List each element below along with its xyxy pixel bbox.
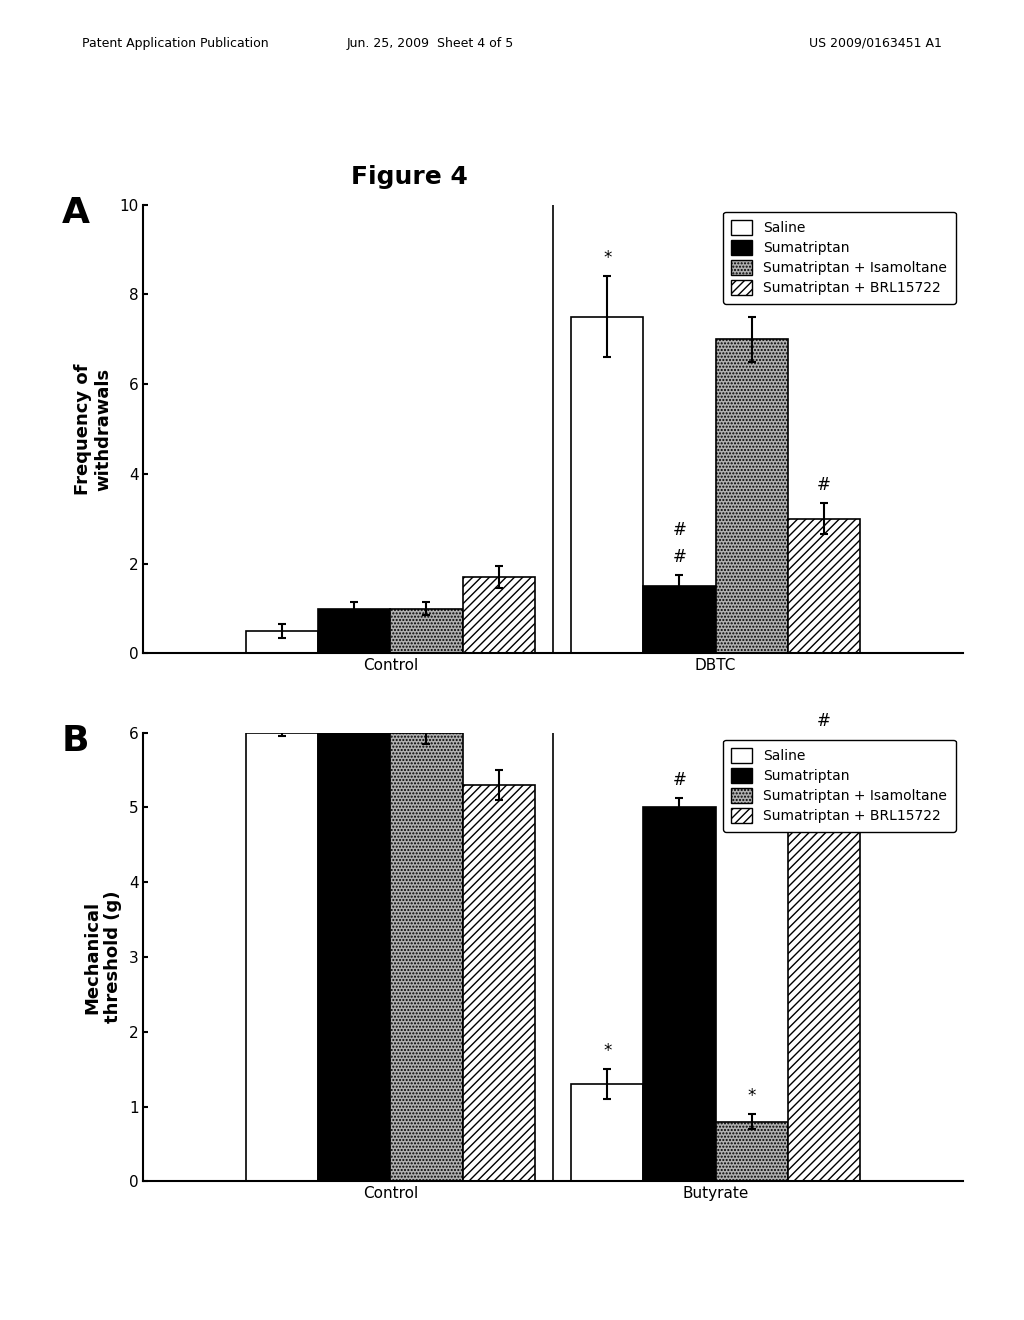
Bar xyxy=(571,1084,643,1181)
Bar xyxy=(246,733,318,1181)
Bar xyxy=(318,733,390,1181)
Text: #: # xyxy=(817,477,830,494)
Text: B: B xyxy=(61,723,89,758)
Text: #: # xyxy=(673,548,686,566)
Bar xyxy=(716,1122,787,1181)
Bar xyxy=(390,733,463,1181)
Text: #: # xyxy=(817,713,830,730)
Bar xyxy=(716,339,787,653)
Text: *: * xyxy=(748,290,756,308)
Bar xyxy=(571,317,643,653)
Bar xyxy=(463,785,535,1181)
Bar xyxy=(787,785,860,1181)
Text: #: # xyxy=(673,521,686,539)
Text: Figure 4: Figure 4 xyxy=(351,165,468,189)
Text: *: * xyxy=(603,1043,611,1060)
Y-axis label: Frequency of
withdrawals: Frequency of withdrawals xyxy=(74,363,113,495)
Bar xyxy=(787,519,860,653)
Legend: Saline, Sumatriptan, Sumatriptan + Isamoltane, Sumatriptan + BRL15722: Saline, Sumatriptan, Sumatriptan + Isamo… xyxy=(723,211,955,304)
Text: Jun. 25, 2009  Sheet 4 of 5: Jun. 25, 2009 Sheet 4 of 5 xyxy=(346,37,514,50)
Text: #: # xyxy=(817,739,830,758)
Bar xyxy=(643,808,716,1181)
Text: A: A xyxy=(61,195,89,230)
Text: *: * xyxy=(603,249,611,268)
Text: US 2009/0163451 A1: US 2009/0163451 A1 xyxy=(809,37,942,50)
Legend: Saline, Sumatriptan, Sumatriptan + Isamoltane, Sumatriptan + BRL15722: Saline, Sumatriptan, Sumatriptan + Isamo… xyxy=(723,739,955,832)
Bar xyxy=(246,631,318,653)
Bar xyxy=(463,577,535,653)
Y-axis label: Mechanical
threshold (g): Mechanical threshold (g) xyxy=(83,891,122,1023)
Text: #: # xyxy=(673,771,686,789)
Bar xyxy=(390,609,463,653)
Text: *: * xyxy=(748,1088,756,1105)
Text: Patent Application Publication: Patent Application Publication xyxy=(82,37,268,50)
Bar xyxy=(643,586,716,653)
Bar xyxy=(318,609,390,653)
